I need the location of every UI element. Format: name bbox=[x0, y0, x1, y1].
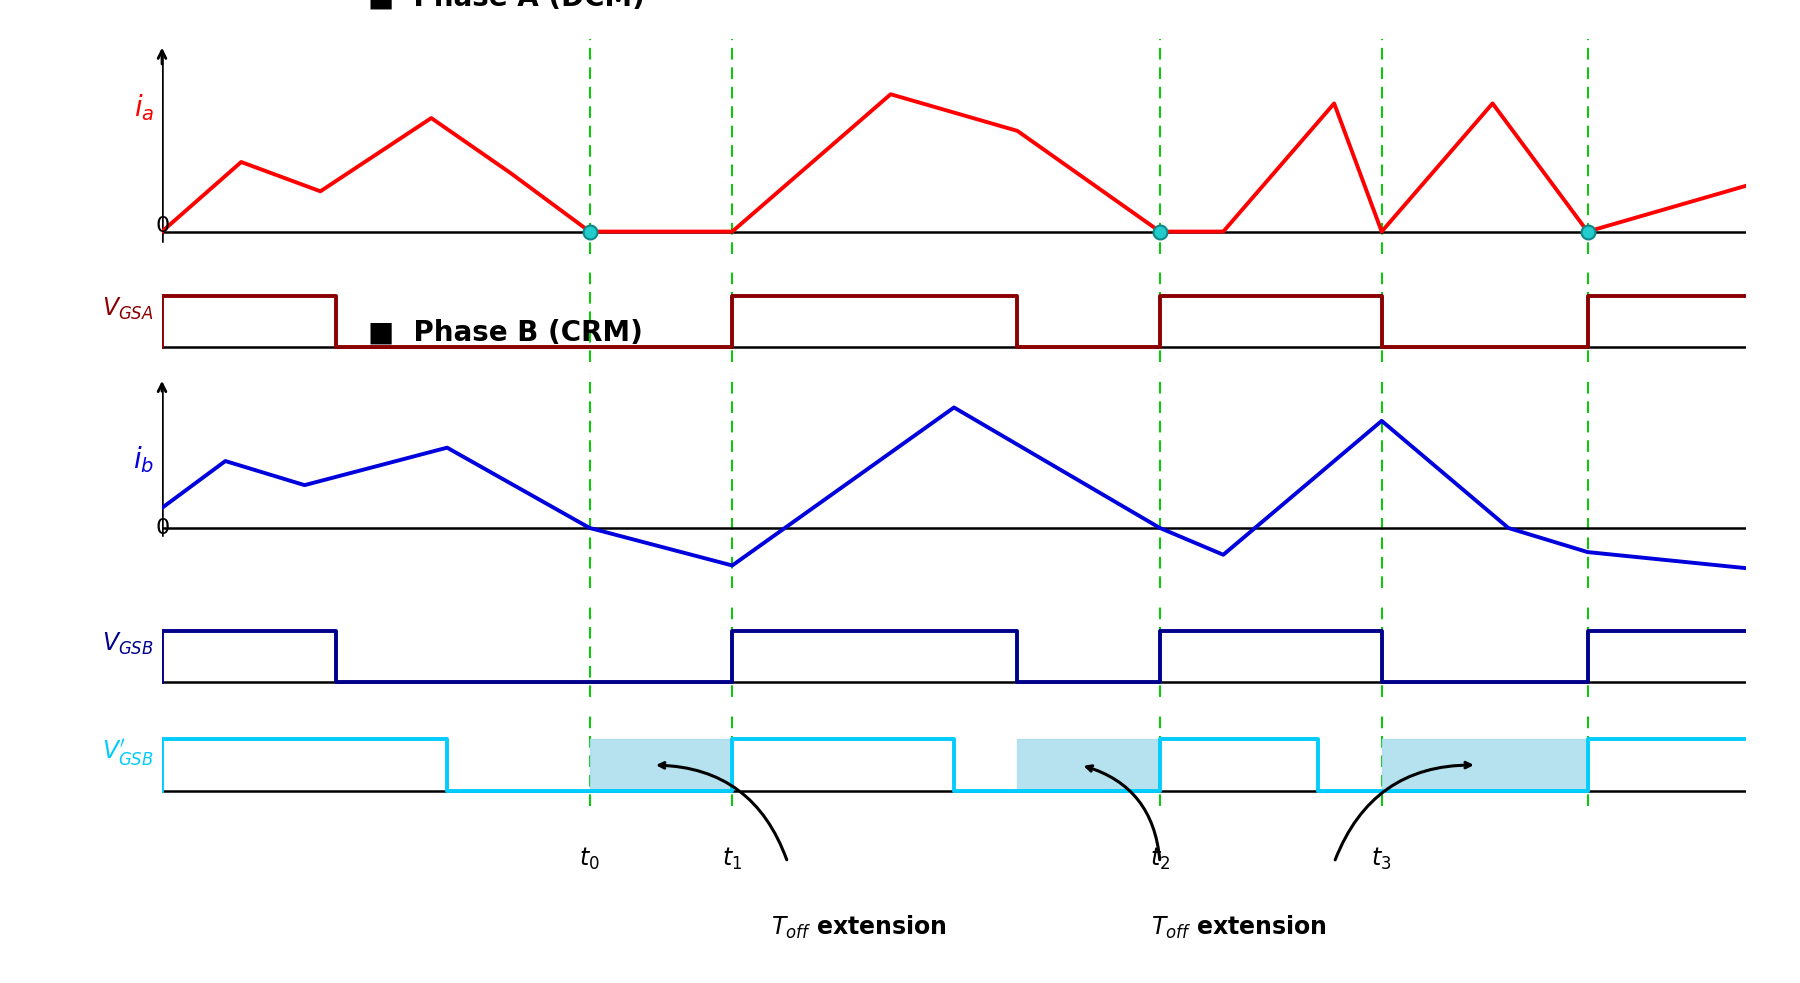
Text: $T_{off}$ extension: $T_{off}$ extension bbox=[770, 914, 947, 942]
Text: $t_3$: $t_3$ bbox=[1372, 845, 1391, 872]
Text: $i_a$: $i_a$ bbox=[133, 92, 155, 123]
Text: ■  Phase B (CRM): ■ Phase B (CRM) bbox=[367, 318, 643, 346]
Text: $V_{GSB}'$: $V_{GSB}'$ bbox=[103, 737, 155, 768]
Text: 0: 0 bbox=[155, 215, 169, 236]
Text: $V_{GSA}$: $V_{GSA}$ bbox=[103, 296, 155, 322]
Text: $T_{off}$ extension: $T_{off}$ extension bbox=[1152, 914, 1327, 942]
Text: ■  Phase A (DCM): ■ Phase A (DCM) bbox=[367, 0, 644, 12]
Text: $V_{GSB}$: $V_{GSB}$ bbox=[103, 630, 155, 657]
Text: $t_2$: $t_2$ bbox=[1150, 845, 1170, 872]
Text: 0: 0 bbox=[155, 518, 169, 539]
Text: $i_b$: $i_b$ bbox=[133, 444, 155, 475]
Text: $t_0$: $t_0$ bbox=[580, 845, 599, 872]
Text: $t_1$: $t_1$ bbox=[722, 845, 742, 872]
